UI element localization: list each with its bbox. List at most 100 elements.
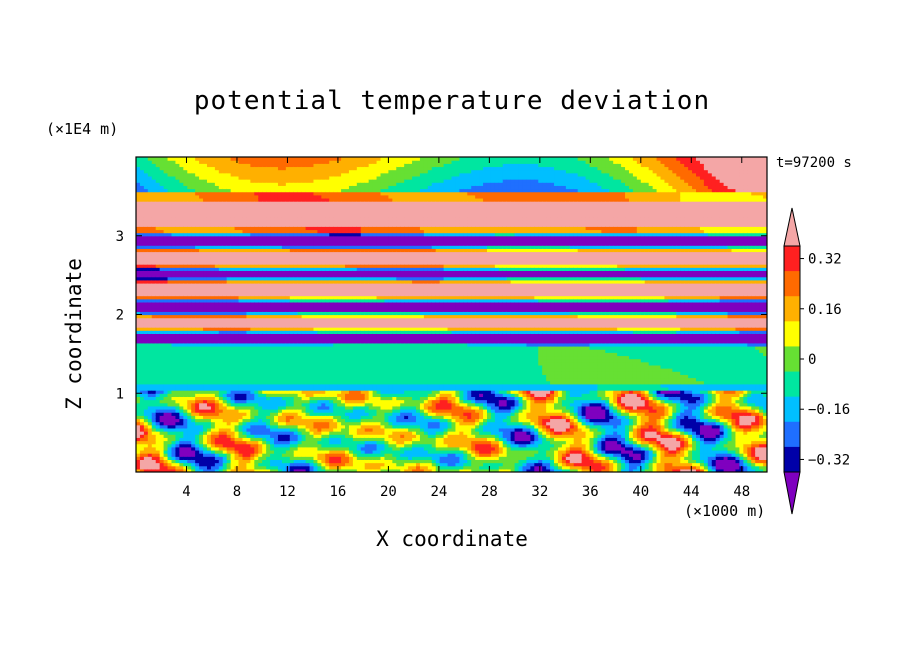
field-cell: [159, 204, 165, 208]
field-cell: [199, 462, 204, 467]
field-cell: [175, 386, 180, 391]
field-cell: [136, 358, 141, 363]
field-cell: [203, 213, 208, 218]
field-cell: [136, 267, 141, 271]
field-cell: [210, 264, 216, 268]
field-cell: [147, 339, 153, 344]
field-cell: [199, 449, 204, 454]
field-cell: [167, 254, 173, 259]
field-cell: [171, 409, 177, 413]
field-cell: [179, 305, 184, 309]
field-cell: [179, 421, 184, 426]
field-cell: [206, 468, 212, 472]
field-cell: [139, 242, 145, 246]
field-cell: [206, 465, 212, 470]
field-cell: [199, 352, 204, 357]
field-cell: [187, 260, 192, 265]
field-cell: [171, 301, 177, 306]
field-cell: [147, 380, 153, 385]
field-cell: [210, 191, 216, 196]
field-cell: [163, 245, 169, 249]
field-cell: [187, 390, 192, 394]
field-cell: [210, 323, 216, 328]
field-cell: [199, 245, 204, 249]
field-cell: [191, 292, 196, 297]
field-cell: [147, 226, 153, 231]
field-cell: [191, 226, 196, 231]
field-cell: [151, 298, 157, 303]
field-cell: [206, 371, 212, 375]
field-cell: [203, 456, 208, 460]
field-cell: [167, 342, 173, 347]
field-cell: [191, 443, 196, 448]
field-cell: [155, 245, 161, 249]
field-cell: [191, 361, 196, 366]
field-cell: [214, 402, 220, 407]
field-cell: [151, 175, 157, 180]
field-cell: [136, 468, 141, 472]
field-cell: [159, 175, 165, 180]
field-cell: [206, 251, 212, 256]
field-cell: [203, 402, 208, 407]
field-cell: [199, 223, 204, 227]
field-cell: [171, 276, 177, 281]
field-cell: [195, 431, 200, 435]
field-cell: [151, 223, 157, 227]
field-cell: [206, 412, 212, 416]
field-cell: [163, 308, 169, 312]
field-cell: [183, 374, 188, 379]
field-cell: [210, 286, 216, 290]
field-cell: [214, 371, 220, 375]
field-cell: [159, 235, 165, 240]
field-cell: [210, 465, 216, 470]
field-cell: [179, 323, 184, 328]
field-cell: [163, 330, 169, 334]
field-cell: [139, 342, 145, 347]
field-cell: [210, 182, 216, 186]
field-cell: [187, 292, 192, 297]
field-cell: [195, 216, 200, 221]
field-cell: [147, 346, 153, 350]
field-cell: [214, 308, 220, 312]
field-cell: [195, 434, 200, 438]
field-cell: [155, 191, 161, 196]
field-cell: [167, 346, 173, 350]
field-cell: [175, 449, 180, 454]
field-cell: [155, 468, 161, 472]
field-cell: [171, 349, 177, 353]
field-cell: [183, 364, 188, 369]
field-cell: [199, 371, 204, 375]
field-cell: [171, 242, 177, 246]
field-cell: [136, 182, 141, 186]
field-cell: [183, 201, 188, 205]
field-cell: [136, 374, 141, 379]
field-cell: [163, 320, 169, 325]
field-cell: [136, 355, 141, 360]
field-cell: [183, 399, 188, 404]
field-cell: [191, 424, 196, 429]
field-cell: [139, 453, 145, 457]
field-cell: [147, 251, 153, 256]
field-cell: [151, 264, 157, 268]
field-cell: [147, 415, 153, 420]
field-cell: [143, 418, 149, 423]
field-cell: [171, 160, 177, 164]
field-cell: [203, 330, 208, 334]
field-cell: [203, 314, 208, 319]
field-cell: [210, 207, 216, 212]
field-cell: [147, 245, 153, 249]
field-cell: [179, 260, 184, 265]
field-cell: [139, 355, 145, 360]
field-cell: [155, 157, 161, 161]
field-cell: [175, 456, 180, 460]
field-cell: [191, 254, 196, 259]
field-cell: [187, 456, 192, 460]
field-cell: [136, 377, 141, 382]
field-cell: [136, 446, 141, 451]
field-cell: [179, 242, 184, 246]
field-cell: [159, 352, 165, 357]
field-cell: [206, 402, 212, 407]
field-cell: [183, 449, 188, 454]
field-cell: [151, 437, 157, 442]
field-cell: [151, 229, 157, 234]
